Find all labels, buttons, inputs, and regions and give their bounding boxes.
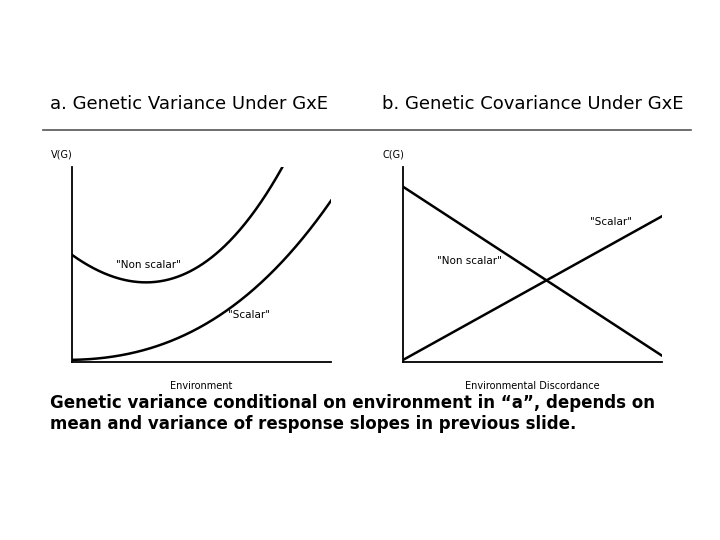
Text: a. Genetic Variance Under GxE: a. Genetic Variance Under GxE (50, 96, 328, 113)
Text: "Non scalar": "Non scalar" (116, 260, 181, 269)
Text: "Scalar": "Scalar" (228, 310, 269, 320)
Text: "Scalar": "Scalar" (590, 217, 632, 227)
Text: Genetic variance conditional on environment in “a”, depends on
mean and variance: Genetic variance conditional on environm… (50, 394, 655, 433)
Text: b. Genetic Covariance Under GxE: b. Genetic Covariance Under GxE (382, 96, 683, 113)
Text: "Non scalar": "Non scalar" (437, 256, 502, 266)
Text: C(G): C(G) (382, 150, 405, 160)
Text: Environmental Discordance: Environmental Discordance (466, 381, 600, 391)
Text: Environment: Environment (171, 381, 233, 391)
Text: V(G): V(G) (51, 150, 73, 160)
